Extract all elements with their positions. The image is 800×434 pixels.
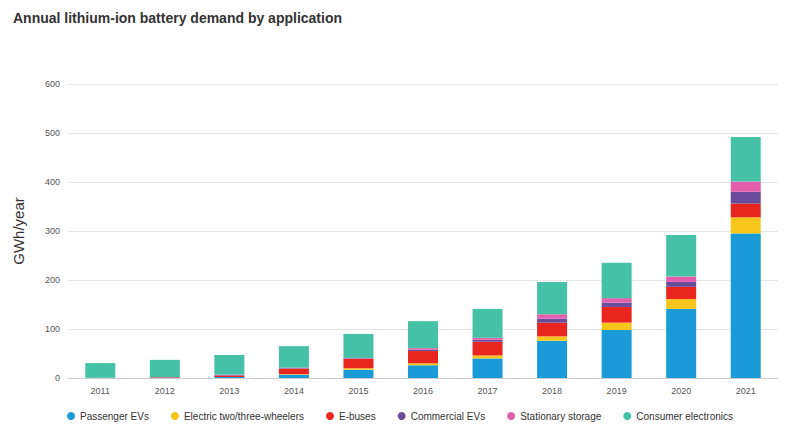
svg-text:2012: 2012 (155, 386, 175, 396)
svg-text:Electric two/three-wheelers: Electric two/three-wheelers (184, 411, 304, 422)
svg-text:500: 500 (45, 128, 60, 138)
svg-text:E-buses: E-buses (339, 411, 376, 422)
svg-text:2017: 2017 (478, 386, 498, 396)
svg-text:100: 100 (45, 324, 60, 334)
svg-text:GWh/year: GWh/year (10, 197, 27, 265)
svg-text:Consumer electronics: Consumer electronics (636, 411, 733, 422)
svg-text:0: 0 (55, 373, 60, 383)
svg-text:600: 600 (45, 79, 60, 89)
svg-text:Stationary storage: Stationary storage (520, 411, 602, 422)
svg-text:400: 400 (45, 177, 60, 187)
svg-text:2021: 2021 (736, 386, 756, 396)
svg-text:2013: 2013 (219, 386, 239, 396)
svg-text:2011: 2011 (91, 386, 110, 396)
svg-text:300: 300 (45, 226, 60, 236)
svg-text:2016: 2016 (413, 386, 433, 396)
svg-text:2015: 2015 (348, 386, 368, 396)
svg-text:2019: 2019 (607, 386, 627, 396)
svg-text:Commercial EVs: Commercial EVs (411, 411, 485, 422)
svg-text:2014: 2014 (284, 386, 304, 396)
svg-text:2020: 2020 (671, 386, 691, 396)
svg-text:Annual lithium-ion battery dem: Annual lithium-ion battery demand by app… (13, 10, 342, 26)
svg-text:200: 200 (45, 275, 60, 285)
svg-text:2018: 2018 (542, 386, 562, 396)
svg-text:Passenger EVs: Passenger EVs (80, 411, 149, 422)
